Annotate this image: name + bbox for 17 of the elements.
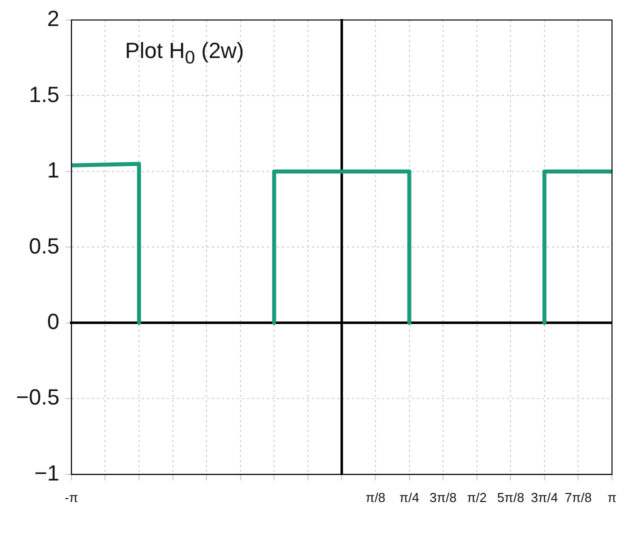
y-tick-label: 1 xyxy=(47,158,60,183)
x-tick-label: π/8 xyxy=(366,490,386,505)
y-tick-label: −0.5 xyxy=(16,384,60,410)
y-tick-label: 2 xyxy=(47,6,60,32)
x-tick-label: -π xyxy=(64,490,78,505)
text: Plot H$_{0}$ (2w) xyxy=(125,38,244,68)
x-tick-label: π/4 xyxy=(399,490,420,505)
y-tick-label: 1.5 xyxy=(28,82,60,107)
y-tick-label: 0 xyxy=(47,308,60,334)
x-tick-label: π xyxy=(608,490,617,505)
y-tick-label: −1 xyxy=(34,460,60,486)
x-tick-label: 7π/8 xyxy=(564,490,592,505)
x-tick-label: 5π/8 xyxy=(497,490,524,505)
x-tick-label: π/2 xyxy=(466,490,487,505)
x-tick-label: 3π/4 xyxy=(530,490,558,505)
x-tick-label: 3π/8 xyxy=(430,490,457,505)
y-tick-label: 0.5 xyxy=(28,233,60,258)
